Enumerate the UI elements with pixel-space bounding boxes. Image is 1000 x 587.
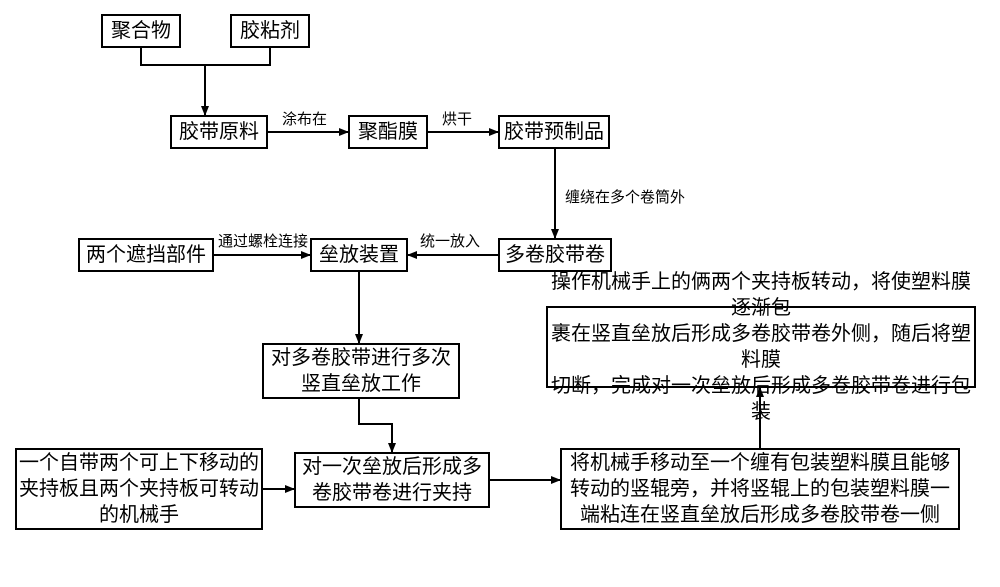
node-label: 对多卷胶带进行多次竖直垒放工作 xyxy=(271,345,451,397)
edge-label: 缠绕在多个卷筒外 xyxy=(565,186,685,207)
node-polymer: 聚合物 xyxy=(101,14,181,48)
node-stack-work: 对多卷胶带进行多次竖直垒放工作 xyxy=(262,343,460,399)
edge-label: 烘干 xyxy=(442,108,472,129)
node-adhesive: 胶粘剂 xyxy=(230,14,310,48)
node-manipulator: 一个自带两个可上下移动的夹持板且两个夹持板可转动的机械手 xyxy=(15,448,263,530)
node-label: 操作机械手上的俩两个夹持板转动，将使塑料膜逐渐包裹在竖直垒放后形成多卷胶带卷外侧… xyxy=(548,269,974,425)
node-label: 垒放装置 xyxy=(319,242,399,268)
edge-label: 统一放入 xyxy=(420,230,480,251)
node-multi-rolls: 多卷胶带卷 xyxy=(498,238,612,272)
node-label: 一个自带两个可上下移动的夹持板且两个夹持板可转动的机械手 xyxy=(19,450,259,528)
edge-label: 通过螺栓连接 xyxy=(218,230,308,251)
node-clamp-rolls: 对一次垒放后形成多卷胶带卷进行夹持 xyxy=(294,452,490,508)
node-label: 聚合物 xyxy=(111,18,171,44)
node-label: 胶粘剂 xyxy=(240,18,300,44)
node-shield-parts: 两个遮挡部件 xyxy=(78,238,214,272)
node-tape-raw: 胶带原料 xyxy=(170,115,268,149)
node-label: 多卷胶带卷 xyxy=(505,242,605,268)
node-label: 将机械手移动至一个缠有包装塑料膜且能够转动的竖辊旁，并将竖辊上的包装塑料膜一端粘… xyxy=(570,450,950,528)
node-stack-device: 垒放装置 xyxy=(310,238,408,272)
node-prefab: 胶带预制品 xyxy=(498,115,610,149)
node-pet-film: 聚酯膜 xyxy=(348,115,428,149)
node-move-roller: 将机械手移动至一个缠有包装塑料膜且能够转动的竖辊旁，并将竖辊上的包装塑料膜一端粘… xyxy=(560,448,960,530)
node-label: 胶带原料 xyxy=(179,119,259,145)
node-operate-wrap: 操作机械手上的俩两个夹持板转动，将使塑料膜逐渐包裹在竖直垒放后形成多卷胶带卷外侧… xyxy=(546,306,976,388)
node-label: 两个遮挡部件 xyxy=(86,242,206,268)
node-label: 聚酯膜 xyxy=(358,119,418,145)
node-label: 胶带预制品 xyxy=(504,119,604,145)
node-label: 对一次垒放后形成多卷胶带卷进行夹持 xyxy=(302,454,482,506)
edge-label: 涂布在 xyxy=(282,108,327,129)
